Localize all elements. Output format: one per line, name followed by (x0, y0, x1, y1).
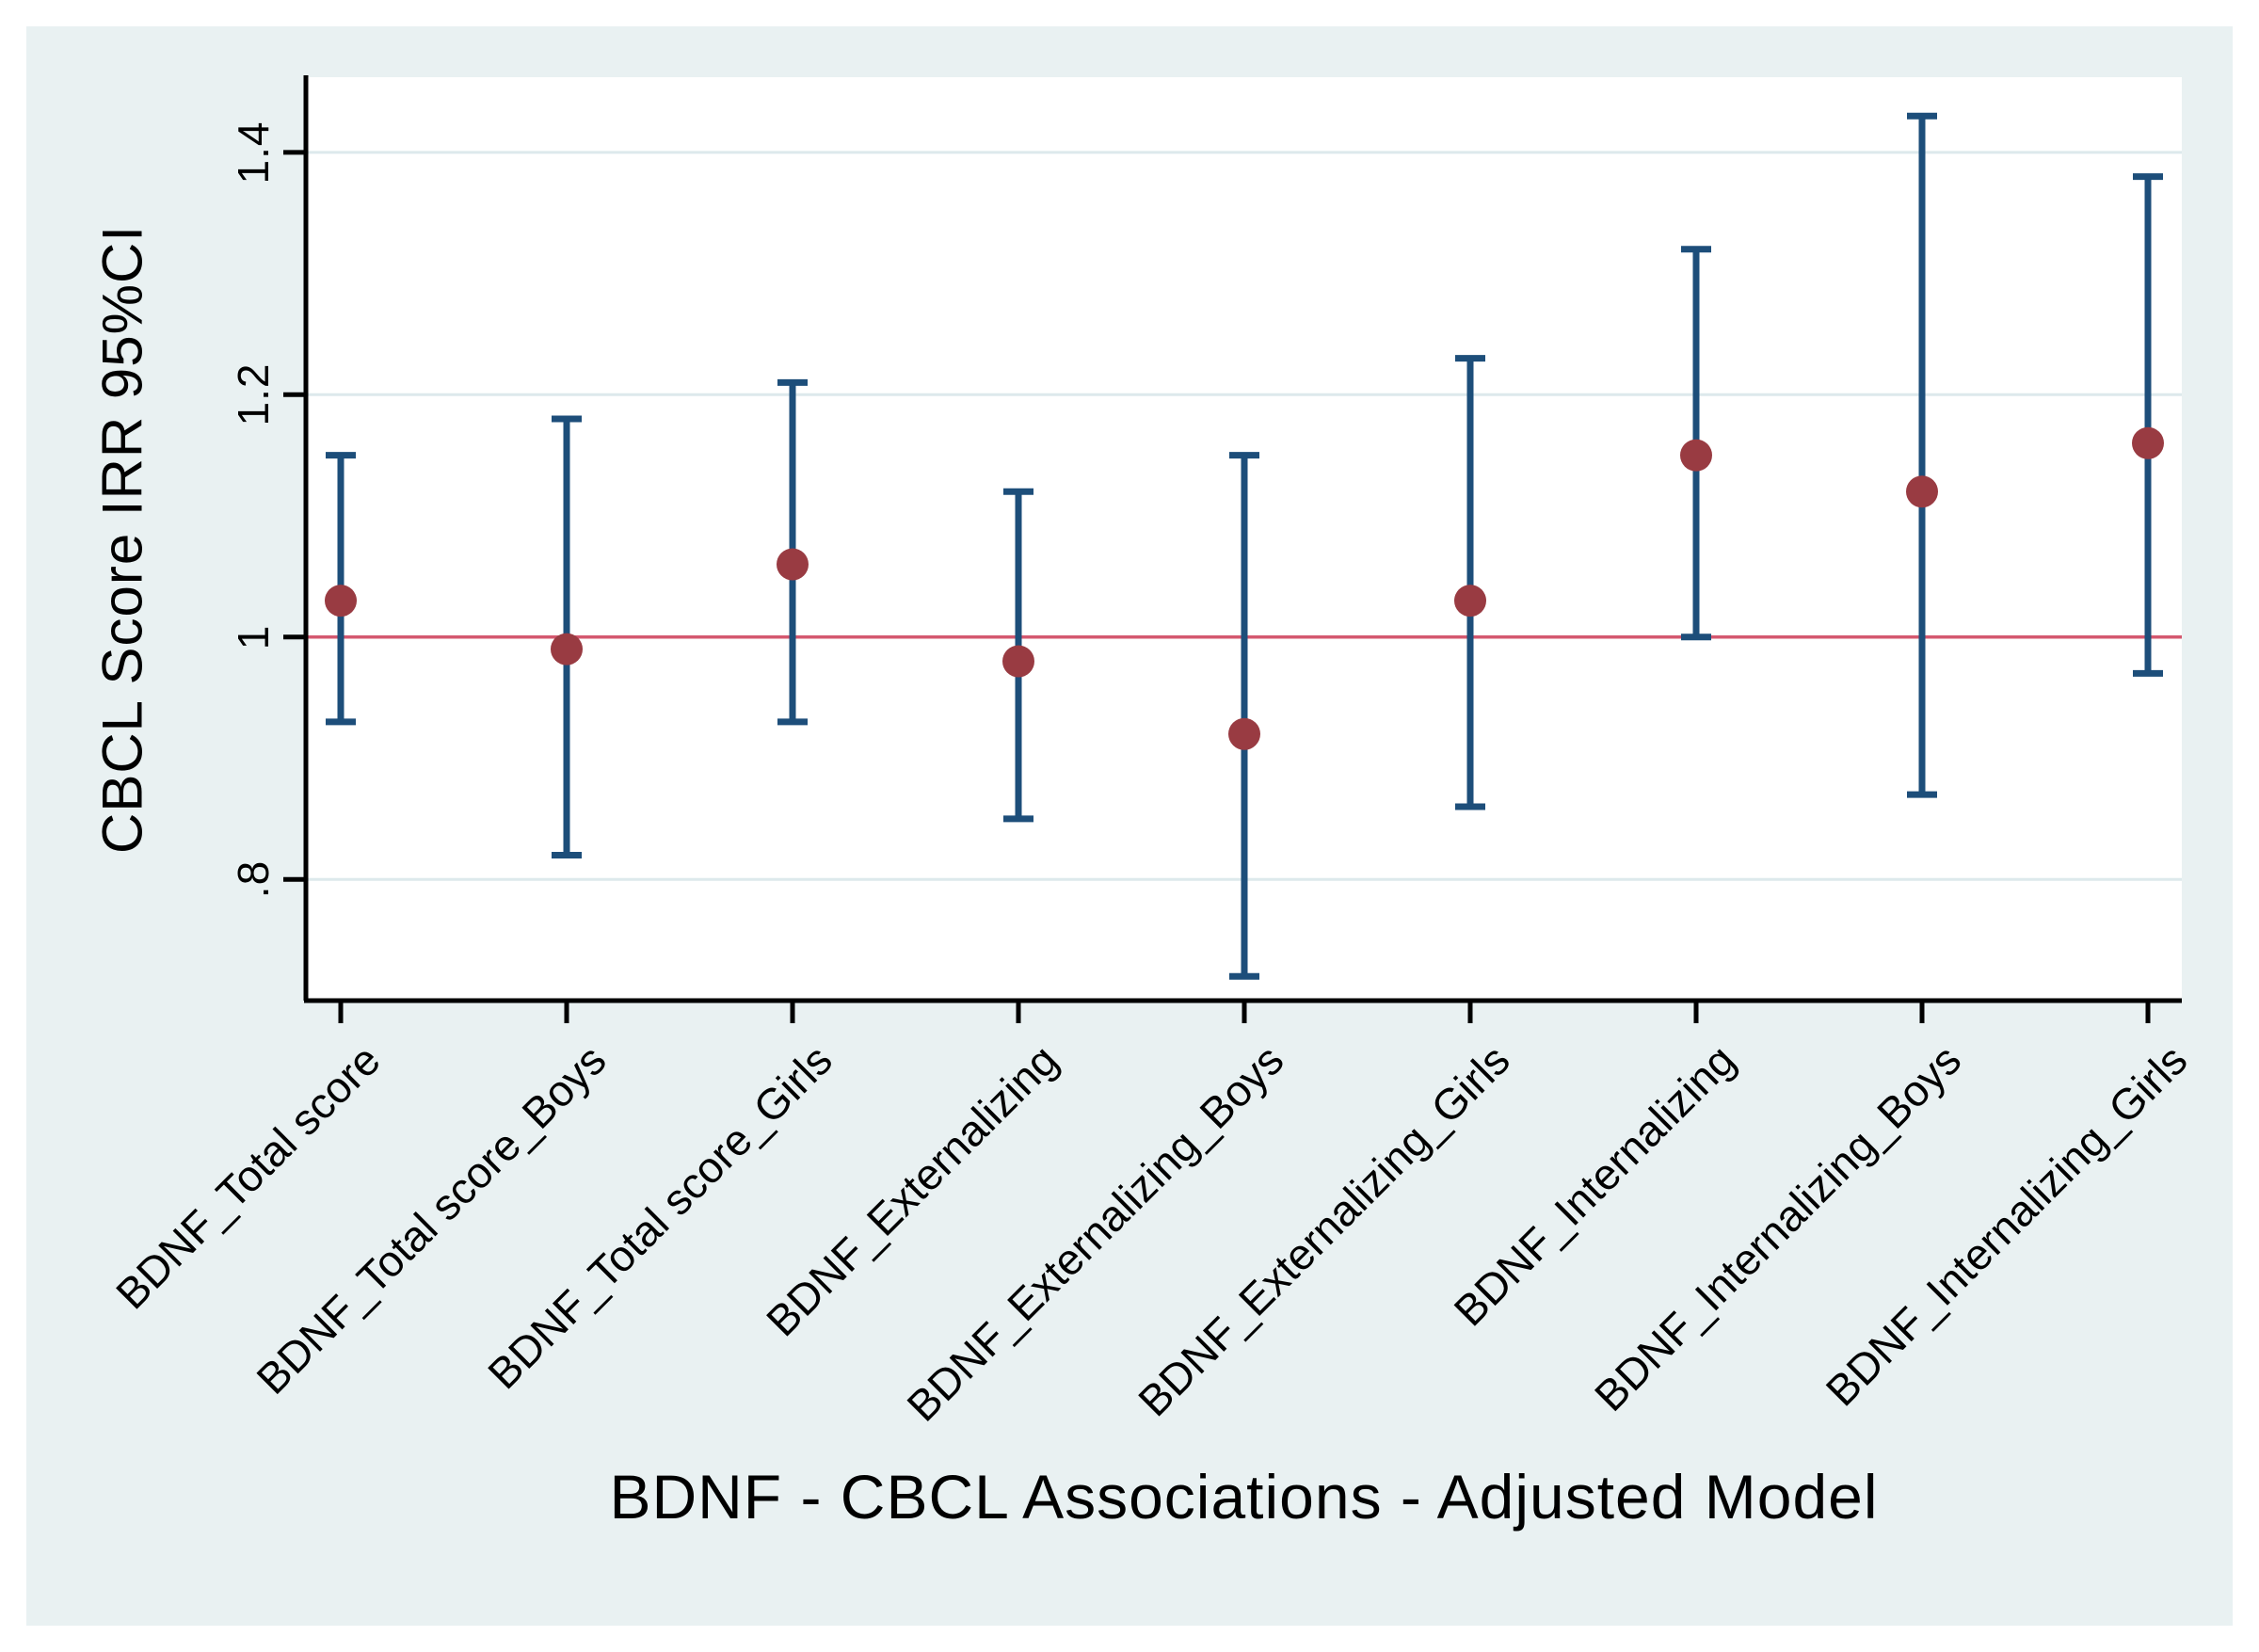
point-estimate-dot (1228, 717, 1260, 750)
y-tick-label: 1.4 (229, 120, 278, 184)
y-tick-label: .8 (229, 860, 278, 899)
point-estimate-dot (1002, 645, 1034, 678)
x-axis-title: BDNF - CBCL Associations - Adjusted Mode… (609, 1462, 1879, 1532)
point-estimate-dot (777, 548, 809, 581)
point-estimate-dot (551, 633, 583, 666)
point-estimate-dot (1680, 439, 1712, 472)
point-estimate-dot (2132, 426, 2164, 459)
point-estimate-dot (325, 585, 357, 617)
point-estimate-dot (1906, 475, 1938, 508)
y-tick-label: 1 (229, 624, 278, 650)
y-tick-label: 1.2 (229, 362, 278, 426)
point-estimate-dot (1454, 585, 1486, 617)
y-axis-title: CBCL Score IRR 95%CI (90, 224, 154, 854)
